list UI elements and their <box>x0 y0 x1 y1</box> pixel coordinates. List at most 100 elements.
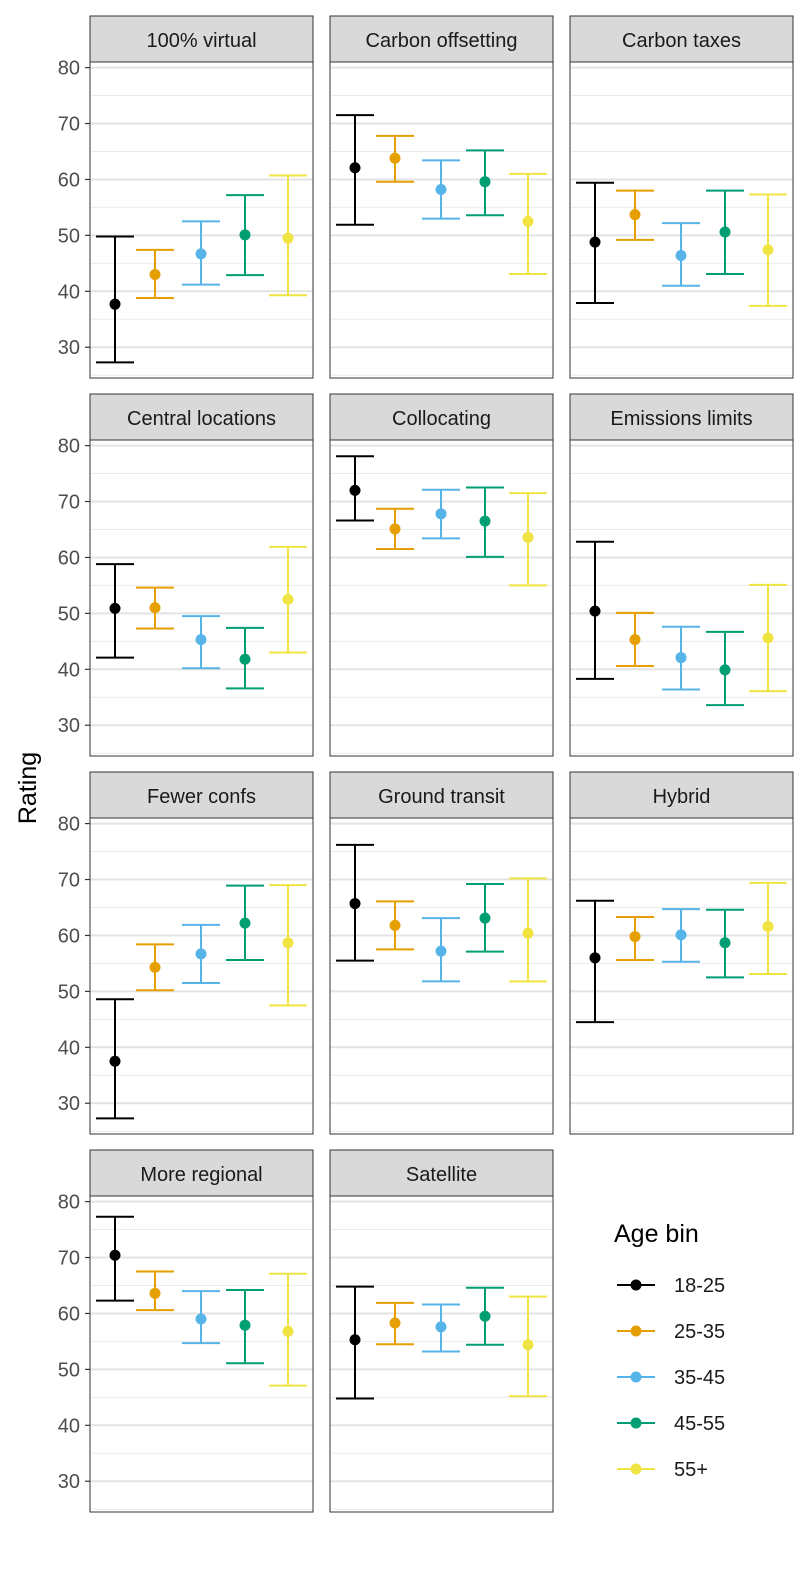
y-tick-label: 30 <box>58 1093 80 1115</box>
mean-point <box>762 921 774 933</box>
mean-point <box>389 919 401 931</box>
y-axis-title: Rating <box>14 752 42 824</box>
mean-point <box>109 1249 121 1261</box>
panel-border <box>329 1195 554 1513</box>
errorbar-55plus <box>509 1295 547 1398</box>
panel-border <box>569 439 794 757</box>
plot-area <box>330 440 553 756</box>
panel-title: Emissions limits <box>610 408 752 430</box>
y-tick-label: 60 <box>58 1303 80 1325</box>
errorbar-25-35 <box>616 611 654 667</box>
errorbar-35-45 <box>422 1303 460 1353</box>
errorbar-35-45 <box>422 917 460 983</box>
errorbar-25-35 <box>616 915 654 962</box>
errorbar-35-45 <box>182 923 220 984</box>
errorbar-18-25 <box>336 843 374 962</box>
mean-point <box>589 236 601 248</box>
mean-point <box>479 515 491 527</box>
legend-entry-55plus: 55+ <box>617 1459 708 1481</box>
panel-strip <box>329 1149 554 1197</box>
mean-point <box>282 1325 294 1337</box>
panel-fewer-confs: Fewer confs 30 40 50 60 70 80 <box>58 771 314 1135</box>
mean-point <box>149 1287 161 1299</box>
mean-point <box>479 912 491 924</box>
legend-key-point <box>630 1279 642 1291</box>
panel-border <box>329 61 554 379</box>
errorbar-55plus <box>509 492 547 587</box>
legend-entry-25-35: 25-35 <box>617 1321 725 1343</box>
panel-ground-transit: Ground transit <box>329 771 554 1135</box>
mean-point <box>435 1321 447 1333</box>
errorbar-45-55 <box>706 908 744 979</box>
panel-border <box>329 817 554 1135</box>
mean-point <box>435 184 447 196</box>
y-tick-label: 30 <box>58 715 80 737</box>
mean-point <box>109 298 121 310</box>
plot-area <box>90 62 313 378</box>
mean-point <box>349 162 361 174</box>
mean-point <box>239 229 251 241</box>
panels-layer: 100% virtual 30 40 50 60 70 80 Carbon offsettin… <box>58 15 794 1513</box>
panel-strip <box>569 15 794 63</box>
errorbar-45-55 <box>466 486 504 558</box>
legend-key-point <box>630 1325 642 1337</box>
panel-border <box>89 61 314 379</box>
errorbar-25-35 <box>616 189 654 241</box>
y-tick-label: 30 <box>58 1471 80 1493</box>
mean-point <box>762 632 774 644</box>
errorbar-18-25 <box>96 998 134 1120</box>
panel-central-locations: Central locations 30 40 50 60 70 80 <box>58 393 314 757</box>
mean-point <box>149 602 161 614</box>
errorbar-55plus <box>749 583 787 693</box>
mean-point <box>762 244 774 256</box>
errorbar-55plus <box>509 877 547 983</box>
mean-point <box>239 653 251 665</box>
y-tick-label: 50 <box>58 981 80 1003</box>
y-tick-label: 60 <box>58 547 80 569</box>
y-tick-label: 80 <box>58 814 80 836</box>
errorbar-35-45 <box>422 159 460 220</box>
mean-point <box>195 1313 207 1325</box>
panel-strip <box>89 15 314 63</box>
mean-point <box>389 523 401 535</box>
mean-point <box>149 961 161 973</box>
errorbar-18-25 <box>336 455 374 522</box>
y-tick-label: 50 <box>58 1359 80 1381</box>
errorbar-55plus <box>509 172 547 275</box>
errorbar-45-55 <box>466 1286 504 1346</box>
panel-carbon-taxes: Carbon taxes <box>569 15 794 379</box>
panel-strip <box>89 393 314 441</box>
errorbar-45-55 <box>226 194 264 277</box>
errorbar-18-25 <box>96 235 134 364</box>
errorbar-18-25 <box>336 114 374 226</box>
errorbar-18-25 <box>336 1285 374 1400</box>
mean-point <box>675 652 687 664</box>
errorbar-45-55 <box>466 149 504 217</box>
y-tick-label: 40 <box>58 1037 80 1059</box>
panel-border <box>569 61 794 379</box>
errorbar-25-35 <box>376 507 414 551</box>
mean-point <box>389 1317 401 1329</box>
mean-point <box>479 176 491 188</box>
panel-title: Collocating <box>392 408 491 430</box>
y-tick-label: 60 <box>58 925 80 947</box>
mean-point <box>109 1055 121 1067</box>
y-tick-label: 40 <box>58 1415 80 1437</box>
mean-point <box>479 1310 491 1322</box>
legend: Age bin 18-25 25-35 35-45 45-55 55+ <box>614 1220 725 1481</box>
mean-point <box>589 952 601 964</box>
errorbar-25-35 <box>136 248 174 300</box>
errorbar-25-35 <box>376 134 414 183</box>
panel-strip <box>329 771 554 819</box>
legend-title: Age bin <box>614 1220 699 1248</box>
errorbar-18-25 <box>96 1215 134 1302</box>
mean-point <box>195 248 207 260</box>
panel-more-regional: More regional 30 40 50 60 70 80 <box>58 1149 314 1513</box>
legend-key-point <box>630 1417 642 1429</box>
errorbar-35-45 <box>182 615 220 670</box>
plot-area <box>570 62 793 378</box>
errorbar-25-35 <box>136 586 174 630</box>
panel-strip <box>569 393 794 441</box>
plot-area <box>330 1196 553 1512</box>
